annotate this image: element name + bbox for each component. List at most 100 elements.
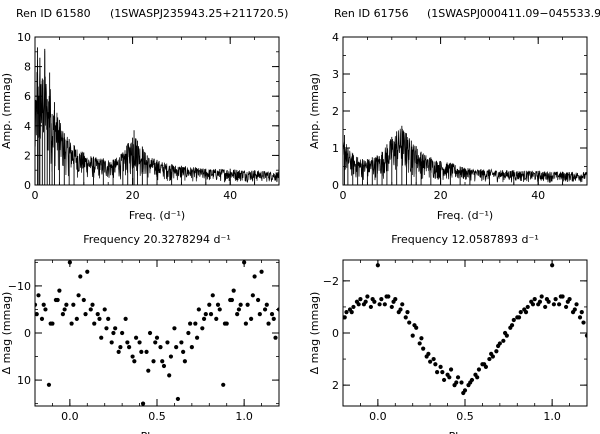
data-point xyxy=(344,310,349,315)
data-point xyxy=(207,302,212,307)
x-tick-label: 20 xyxy=(434,189,448,202)
data-point xyxy=(215,302,221,307)
data-point xyxy=(557,302,562,307)
data-point xyxy=(113,326,118,331)
data-point xyxy=(97,316,102,321)
data-point xyxy=(563,304,569,310)
data-point xyxy=(584,333,587,338)
data-point xyxy=(123,316,128,321)
data-point xyxy=(137,340,142,345)
phase-plot-left: 0.0 0.5 1.0 −10 0 10 Phase Δ mag (mmag) Frequenc… xyxy=(0,233,280,434)
data-point xyxy=(35,302,38,307)
data-point xyxy=(35,312,39,317)
data-point xyxy=(487,356,492,362)
periodogram-left: 0 20 40 0 2 4 6 8 10 Freq. (d⁻¹) Amp. (mmag) xyxy=(0,31,280,222)
data-point xyxy=(174,345,179,350)
data-point xyxy=(104,326,109,331)
plot-data xyxy=(35,47,279,185)
data-point xyxy=(147,330,153,336)
left-panel-title-name: (1SWASPJ235943.25+211720.5) xyxy=(110,7,288,20)
x-tick-label: 40 xyxy=(531,189,545,202)
data-point xyxy=(194,335,200,340)
data-point xyxy=(182,359,187,364)
x-axis-title: Phase xyxy=(449,430,482,434)
data-point xyxy=(581,320,586,325)
data-point xyxy=(448,367,454,372)
data-point xyxy=(400,302,405,307)
x-tick-label: 0.0 xyxy=(61,410,79,423)
x-tick-label: 20 xyxy=(126,189,140,202)
x-tick-label: 1.0 xyxy=(543,410,561,423)
plot-data xyxy=(343,125,587,185)
data-point xyxy=(168,354,174,359)
data-point xyxy=(43,307,48,312)
y-tick-label: 0 xyxy=(24,327,31,340)
data-point xyxy=(475,375,480,380)
data-point xyxy=(29,312,33,316)
data-point xyxy=(125,340,130,345)
data-point xyxy=(200,326,205,331)
y-tick-label: 8 xyxy=(24,61,31,74)
data-point xyxy=(259,269,264,274)
data-point xyxy=(81,297,86,303)
x-tick-label: 0.5 xyxy=(456,410,474,423)
data-point xyxy=(243,321,248,326)
phase-plot-right: 0.0 0.5 1.0 −2 0 2 Phase Δ mag (mmag) Frequency … xyxy=(308,233,588,434)
data-point xyxy=(516,315,522,320)
data-point xyxy=(269,312,275,317)
data-point xyxy=(553,297,558,302)
data-point xyxy=(106,316,111,321)
data-point xyxy=(403,315,408,320)
data-point xyxy=(482,362,487,367)
data-point xyxy=(144,349,149,354)
data-point xyxy=(574,302,579,307)
data-point xyxy=(421,346,426,351)
data-point xyxy=(494,349,499,354)
y-tick-label: 2 xyxy=(24,149,31,162)
data-point xyxy=(127,345,132,350)
data-point xyxy=(249,316,254,321)
y-tick-label: 3 xyxy=(332,68,339,81)
y-tick-label: 2 xyxy=(332,379,339,392)
data-point xyxy=(139,349,144,354)
data-point xyxy=(118,345,123,350)
data-point xyxy=(358,297,363,302)
data-point xyxy=(78,274,83,279)
data-point xyxy=(48,321,53,326)
data-point xyxy=(245,302,250,307)
data-point xyxy=(273,335,278,340)
data-point xyxy=(60,312,65,317)
data-point xyxy=(349,310,354,315)
x-axis-title: Phase xyxy=(141,430,174,434)
data-point xyxy=(365,294,370,299)
data-point xyxy=(459,380,464,385)
data-point xyxy=(250,293,255,298)
data-point xyxy=(435,370,440,375)
y-tick-label: 0 xyxy=(332,179,339,192)
x-tick-label: 1.0 xyxy=(235,410,253,423)
data-point xyxy=(201,316,207,321)
data-point xyxy=(407,320,412,325)
x-tick-label: 0 xyxy=(340,189,347,202)
data-point xyxy=(111,330,116,336)
data-point xyxy=(417,341,422,346)
data-point xyxy=(539,294,544,299)
data-point xyxy=(188,321,193,326)
y-tick-label: −10 xyxy=(8,280,31,293)
data-point xyxy=(525,304,530,310)
data-point xyxy=(238,302,243,307)
data-point xyxy=(146,368,151,373)
data-point xyxy=(577,315,583,320)
data-point xyxy=(379,297,384,302)
data-point xyxy=(186,330,191,336)
data-point xyxy=(461,390,466,396)
data-point xyxy=(76,293,81,298)
data-point xyxy=(64,302,69,307)
data-point xyxy=(85,269,90,274)
data-point xyxy=(389,304,394,310)
data-point xyxy=(544,297,550,302)
x-tick-label: 0.5 xyxy=(148,410,166,423)
x-axis-title: Freq. (d⁻¹) xyxy=(437,209,493,222)
data-point xyxy=(438,364,443,369)
panel-title: Frequency 12.0587893 d⁻¹ xyxy=(391,233,539,246)
